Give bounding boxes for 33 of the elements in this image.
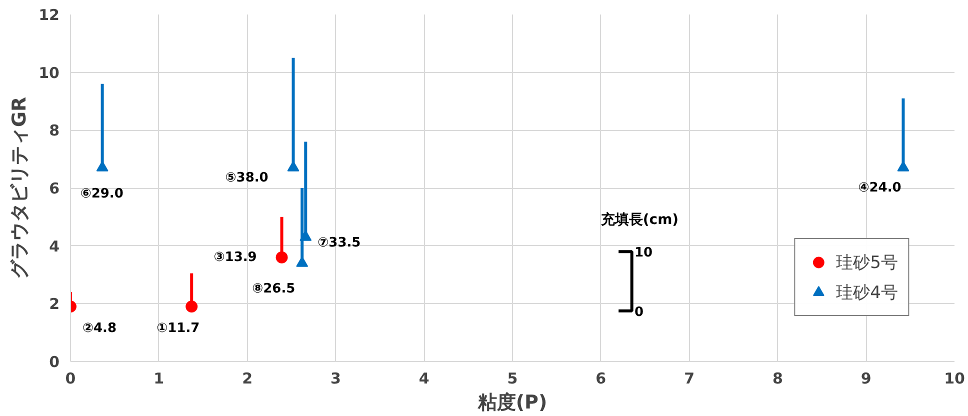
annotation: 10 — [634, 246, 653, 261]
y-tick-label: 8 — [49, 122, 60, 140]
x-tick-label: 6 — [596, 370, 606, 388]
y-tick-label: 12 — [38, 6, 60, 24]
annotation: 0 — [634, 304, 644, 320]
data-label: ①11.7 — [156, 321, 200, 336]
x-tick-label: 2 — [242, 370, 253, 388]
y-tick-label: 6 — [49, 180, 60, 198]
x-tick-label: 1 — [154, 370, 164, 388]
data-label: ⑧26.5 — [252, 282, 296, 297]
y-tick-label: 2 — [49, 295, 60, 314]
data-label: ⑤38.0 — [225, 170, 268, 186]
data-label: ④24.0 — [858, 180, 902, 196]
x-tick-label: 10 — [944, 370, 965, 388]
x-axis-title: 粘度(P) — [476, 392, 548, 414]
y-axis-title: グラウタビリティGR — [8, 96, 31, 280]
x-tick-label: 5 — [507, 370, 518, 388]
y-tick-label: 0 — [49, 353, 60, 371]
x-tick-label: 4 — [418, 370, 430, 388]
y-tick-label: 10 — [38, 64, 60, 82]
x-tick-label: 3 — [330, 370, 341, 388]
legend-label: 珪砂5号 — [836, 252, 898, 274]
annotation: 充填長(cm) — [600, 210, 679, 228]
x-tick-label: 8 — [772, 370, 783, 388]
data-label: ⑥29.0 — [80, 186, 124, 202]
x-tick-label: 0 — [65, 370, 76, 388]
x-tick-label: 7 — [684, 370, 695, 388]
data-label: ③13.9 — [214, 250, 257, 265]
y-tick-label: 4 — [49, 237, 60, 256]
legend-label: 珪砂4号 — [836, 282, 898, 304]
x-tick-label: 9 — [860, 370, 872, 388]
data-label: ⑦33.5 — [318, 236, 361, 251]
data-label: ②4.8 — [82, 321, 117, 336]
